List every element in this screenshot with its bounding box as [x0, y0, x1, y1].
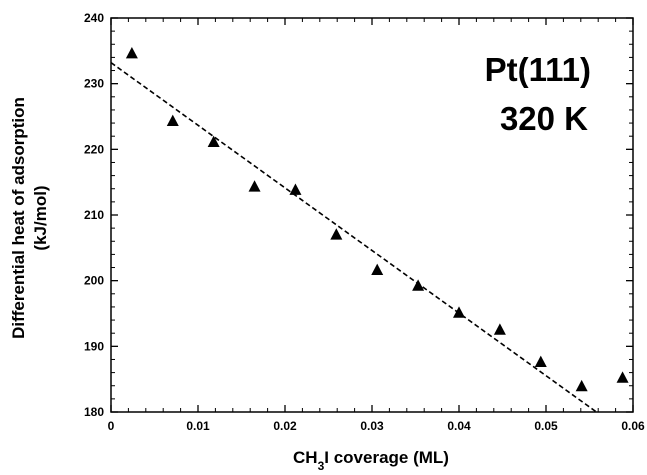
plot-area [110, 62, 597, 413]
x-tick-label: 0.03 [360, 419, 384, 433]
y-tick-label: 220 [84, 142, 104, 156]
data-point [207, 135, 220, 147]
x-axis-title-subscript: 3 [318, 459, 325, 473]
data-point [289, 183, 302, 195]
data-points [125, 46, 629, 392]
trendline [110, 62, 597, 413]
x-tick-label: 0.02 [273, 419, 297, 433]
x-axis-title-rest: I coverage (ML) [324, 448, 449, 467]
data-point [534, 355, 547, 367]
data-point [125, 46, 138, 59]
y-axis-title-line1: Differential heat of adsorption [9, 97, 28, 339]
annotation-temperature: 320 K [500, 100, 588, 137]
x-tick-label: 0.04 [447, 419, 471, 433]
x-tick-label: 0.06 [621, 419, 645, 433]
x-tick-label: 0.05 [534, 419, 558, 433]
y-tick-label: 180 [84, 405, 104, 419]
data-point [371, 263, 384, 276]
y-tick-label: 200 [84, 274, 104, 288]
data-point [575, 379, 588, 392]
data-point [248, 180, 261, 192]
data-point [453, 306, 465, 318]
annotation-title: Pt(111) [485, 51, 591, 88]
y-tick-label: 230 [84, 77, 104, 91]
data-point [616, 371, 629, 383]
y-axis-title-line2: (kJ/mol) [31, 185, 50, 250]
y-tick-label: 190 [84, 339, 104, 353]
data-point [412, 279, 425, 291]
x-tick-label: 0 [108, 419, 115, 433]
data-point [330, 228, 343, 240]
data-point [166, 114, 179, 126]
y-tick-label: 210 [84, 208, 104, 222]
x-tick-label: 0.01 [186, 419, 210, 433]
axes: 0 0.01 0.02 0.03 0.04 0.05 0.06 180 190 200 210 220… [84, 11, 645, 433]
data-point [493, 323, 506, 335]
x-axis-title: CH3I coverage (ML) [293, 448, 449, 473]
x-axis-title-main: CH [293, 448, 318, 467]
y-tick-label: 240 [84, 11, 104, 25]
